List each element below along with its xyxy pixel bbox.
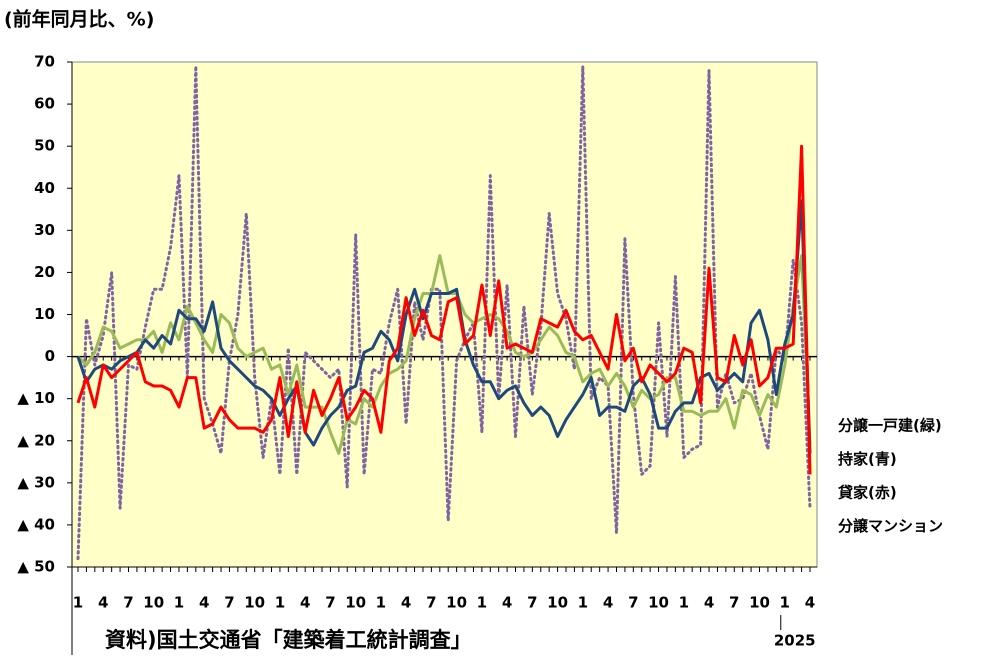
x-tick-label: 10 (244, 594, 265, 612)
y-tick-label: ▲ 40 (17, 515, 55, 533)
x-tick-label: 7 (123, 594, 133, 612)
x-tick-label: 7 (729, 594, 739, 612)
y-tick-label: 40 (34, 179, 55, 197)
y-tick-label: 60 (34, 95, 55, 113)
x-tick-label: 10 (345, 594, 366, 612)
series-line (76, 254, 812, 455)
y-tick-label: 30 (34, 221, 55, 239)
x-tick-label: 10 (446, 594, 467, 612)
x-tick-label: 10 (547, 594, 568, 612)
x-tick-label: 7 (325, 594, 335, 612)
x-tick-label: 7 (426, 594, 436, 612)
legend-label: 分譲マンション (838, 517, 943, 535)
y-tick-label: 70 (34, 53, 55, 71)
x-tick-label: 4 (300, 594, 310, 612)
chart-title: (前年同月比、%) (4, 8, 154, 31)
x-tick-label: 1 (477, 594, 487, 612)
series-line (76, 64, 812, 561)
legend-label: 貸家(赤) (838, 484, 897, 502)
legend-label: 持家(青) (838, 450, 897, 468)
x-tick-label: 4 (805, 594, 815, 612)
x-tick-label: 1 (376, 594, 386, 612)
x-tick-label: 10 (648, 594, 669, 612)
y-tick-label: 10 (34, 305, 55, 323)
x-tick-label: 1 (578, 594, 588, 612)
x-tick-label: 4 (98, 594, 108, 612)
y-tick-label: 0 (45, 347, 55, 365)
year-label: 2025 (774, 632, 816, 650)
x-tick-label: 4 (603, 594, 613, 612)
y-tick-label: ▲ 50 (17, 558, 55, 576)
y-tick-label: ▲ 10 (17, 389, 55, 407)
x-tick-label: 7 (628, 594, 638, 612)
x-tick-label: 1 (275, 594, 285, 612)
x-tick-label: 4 (401, 594, 411, 612)
x-tick-label: 1 (174, 594, 184, 612)
x-tick-label: 1 (780, 594, 790, 612)
series-line (76, 199, 812, 454)
x-tick-label: 10 (749, 594, 770, 612)
x-tick-label: 7 (224, 594, 234, 612)
x-tick-label: 1 (73, 594, 83, 612)
x-tick-label: 4 (704, 594, 714, 612)
x-tick-label: 7 (527, 594, 537, 612)
series-line (76, 144, 812, 475)
y-tick-label: 20 (34, 263, 55, 281)
x-tick-label: 4 (199, 594, 209, 612)
y-tick-label: 50 (34, 137, 55, 155)
legend-label: 分譲一戸建(緑) (838, 417, 942, 435)
x-tick-label: 4 (502, 594, 512, 612)
x-tick-label: 10 (143, 594, 164, 612)
source-note: 資料)国土交通省「建築着工統計調査」 (105, 628, 472, 652)
x-tick-label: 1 (679, 594, 689, 612)
y-tick-label: ▲ 30 (17, 473, 55, 491)
y-tick-label: ▲ 20 (17, 431, 55, 449)
